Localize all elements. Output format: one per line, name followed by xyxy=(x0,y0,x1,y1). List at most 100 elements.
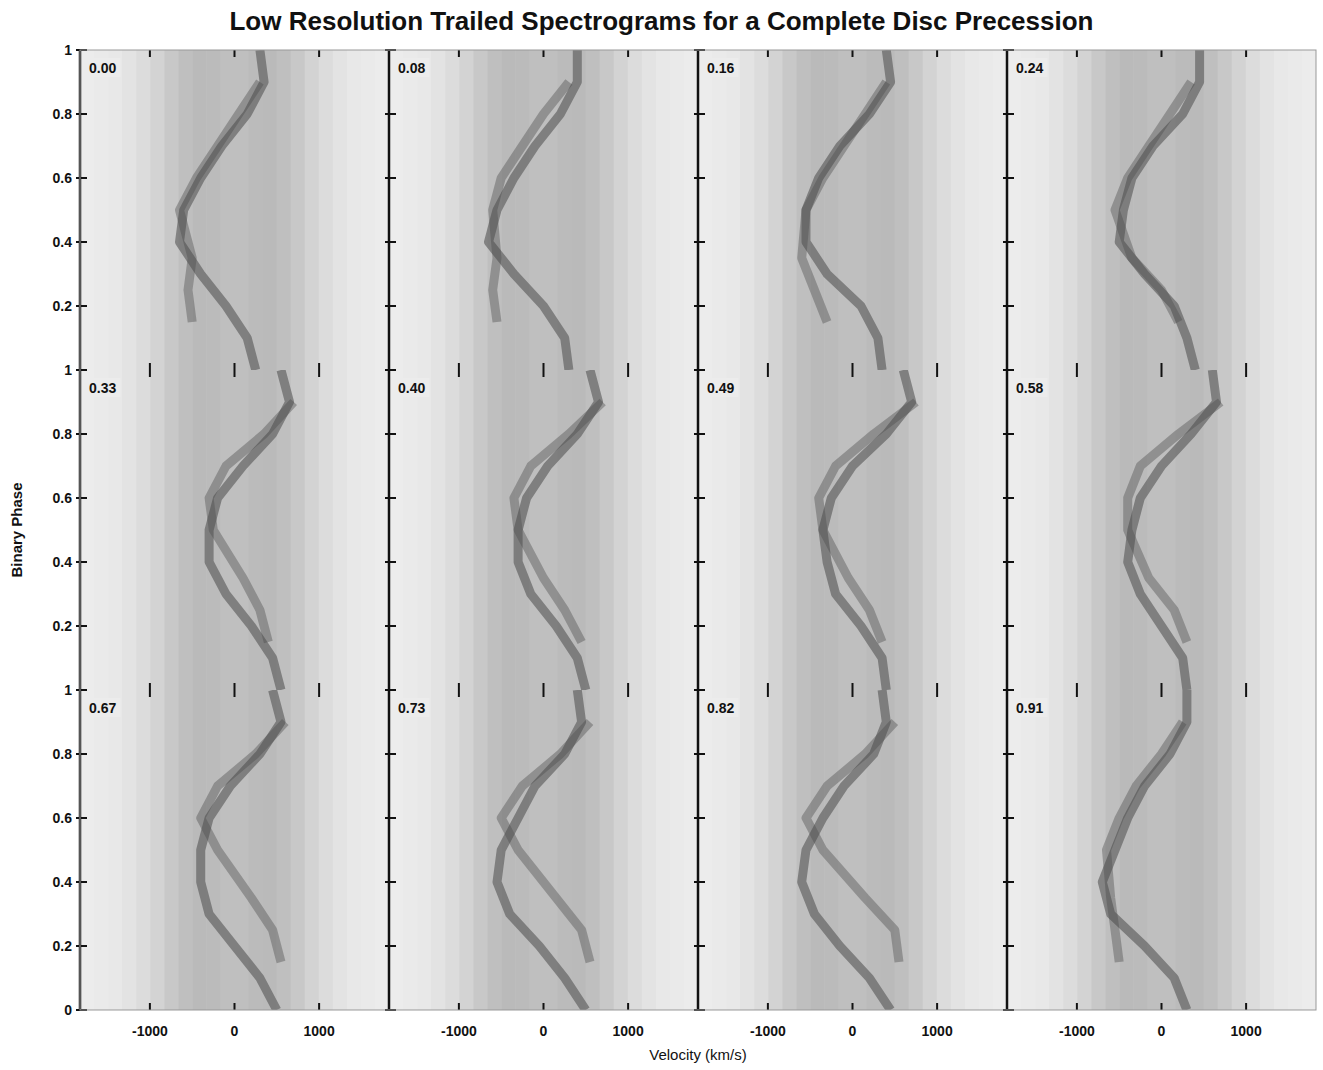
panel-label: 0.24 xyxy=(1016,60,1043,76)
panel: 0.08 xyxy=(385,50,699,370)
x-tick xyxy=(936,1003,938,1010)
profile-cell xyxy=(431,50,446,370)
profile-cell xyxy=(417,370,432,690)
profile-cell xyxy=(1021,690,1036,1010)
emission-track xyxy=(1115,82,1191,322)
profile-cell xyxy=(698,370,713,690)
profile-cell xyxy=(1105,370,1120,690)
y-tick xyxy=(76,369,87,371)
x-tick-label: -1000 xyxy=(750,1023,786,1039)
y-tick xyxy=(694,241,705,243)
y-tick-label: 0.6 xyxy=(53,490,73,506)
profile-cell xyxy=(614,50,629,370)
profile-cell xyxy=(150,50,165,370)
emission-track xyxy=(493,82,569,322)
y-tick xyxy=(694,497,705,499)
emission-track xyxy=(1102,690,1187,1010)
x-tick xyxy=(767,50,769,57)
profile-cell xyxy=(1077,50,1092,370)
plot-area xyxy=(1007,370,1316,690)
profile-cell xyxy=(628,370,643,690)
profile-cell xyxy=(361,50,376,370)
plot-area xyxy=(1007,50,1316,370)
profile-cell xyxy=(1260,690,1275,1010)
profile-cell xyxy=(473,370,488,690)
profile-cell xyxy=(1232,370,1247,690)
emission-track xyxy=(806,722,899,962)
x-tick xyxy=(767,1003,769,1010)
x-tick xyxy=(543,690,545,697)
x-tick-label: 0 xyxy=(1158,1023,1166,1039)
x-tick xyxy=(1076,690,1078,697)
profile-cell xyxy=(1204,690,1219,1010)
x-tick xyxy=(458,690,460,697)
profile-cell xyxy=(277,50,292,370)
profile-cell xyxy=(895,50,910,370)
profile-cell xyxy=(1063,690,1078,1010)
x-tick-label: -1000 xyxy=(441,1023,477,1039)
profile-cell xyxy=(319,370,334,690)
y-tick xyxy=(76,689,87,691)
profile-cell xyxy=(473,50,488,370)
profile-cell xyxy=(473,690,488,1010)
profile-cell xyxy=(487,370,502,690)
profile-cell xyxy=(951,690,966,1010)
profile-cell xyxy=(1274,50,1289,370)
profile-cell xyxy=(1077,690,1092,1010)
profile-cell xyxy=(122,50,137,370)
y-tick xyxy=(1003,241,1014,243)
y-tick xyxy=(694,753,705,755)
profile-cell xyxy=(136,50,151,370)
profile-cell xyxy=(1021,50,1036,370)
profile-cell xyxy=(754,50,769,370)
y-tick-label: 1 xyxy=(64,362,72,378)
profile-cell xyxy=(909,50,924,370)
plot-background xyxy=(80,50,389,370)
x-tick xyxy=(627,1003,629,1010)
profile-cell xyxy=(979,370,994,690)
y-tick xyxy=(385,369,396,371)
label-background xyxy=(704,58,738,77)
profile-cell xyxy=(628,690,643,1010)
x-tick xyxy=(1076,363,1078,370)
profile-cell xyxy=(375,370,389,690)
plot-area xyxy=(389,370,698,690)
profile-cell xyxy=(1133,50,1148,370)
profile-cell xyxy=(1218,50,1233,370)
profile-cell xyxy=(164,370,179,690)
profile-cell xyxy=(164,690,179,1010)
profile-cell xyxy=(1288,50,1303,370)
profile-cell xyxy=(80,690,95,1010)
emission-track xyxy=(802,82,887,322)
y-tick xyxy=(76,369,87,371)
profile-cell xyxy=(979,690,994,1010)
panel: 00.20.40.60.81-1000010000.67 xyxy=(53,682,390,1039)
x-tick-label: 1000 xyxy=(613,1023,644,1039)
profile-cell xyxy=(600,50,615,370)
label-background xyxy=(395,698,429,717)
x-tick xyxy=(149,363,151,370)
profile-cell xyxy=(853,370,868,690)
y-tick xyxy=(1003,817,1014,819)
x-tick xyxy=(318,363,320,370)
profile-cell xyxy=(768,50,783,370)
y-tick xyxy=(1003,881,1014,883)
panel: 0.58 xyxy=(1003,370,1317,690)
y-tick xyxy=(385,753,396,755)
label-background xyxy=(704,378,738,397)
profile-cell xyxy=(1007,50,1022,370)
x-tick xyxy=(1161,50,1163,57)
x-tick xyxy=(1245,1003,1247,1010)
profile-cell xyxy=(529,690,544,1010)
profile-cell xyxy=(979,50,994,370)
profile-cell xyxy=(1274,370,1289,690)
profile-cell xyxy=(909,690,924,1010)
title: Low Resolution Trailed Spectrograms for … xyxy=(229,6,1093,36)
profile-cell xyxy=(1288,690,1303,1010)
panel: 0.20.40.60.810.33 xyxy=(53,362,390,690)
x-tick xyxy=(767,683,769,690)
label-background xyxy=(1013,698,1047,717)
y-tick xyxy=(1003,689,1014,691)
profile-cell xyxy=(1007,690,1022,1010)
x-tick-label: 0 xyxy=(540,1023,548,1039)
